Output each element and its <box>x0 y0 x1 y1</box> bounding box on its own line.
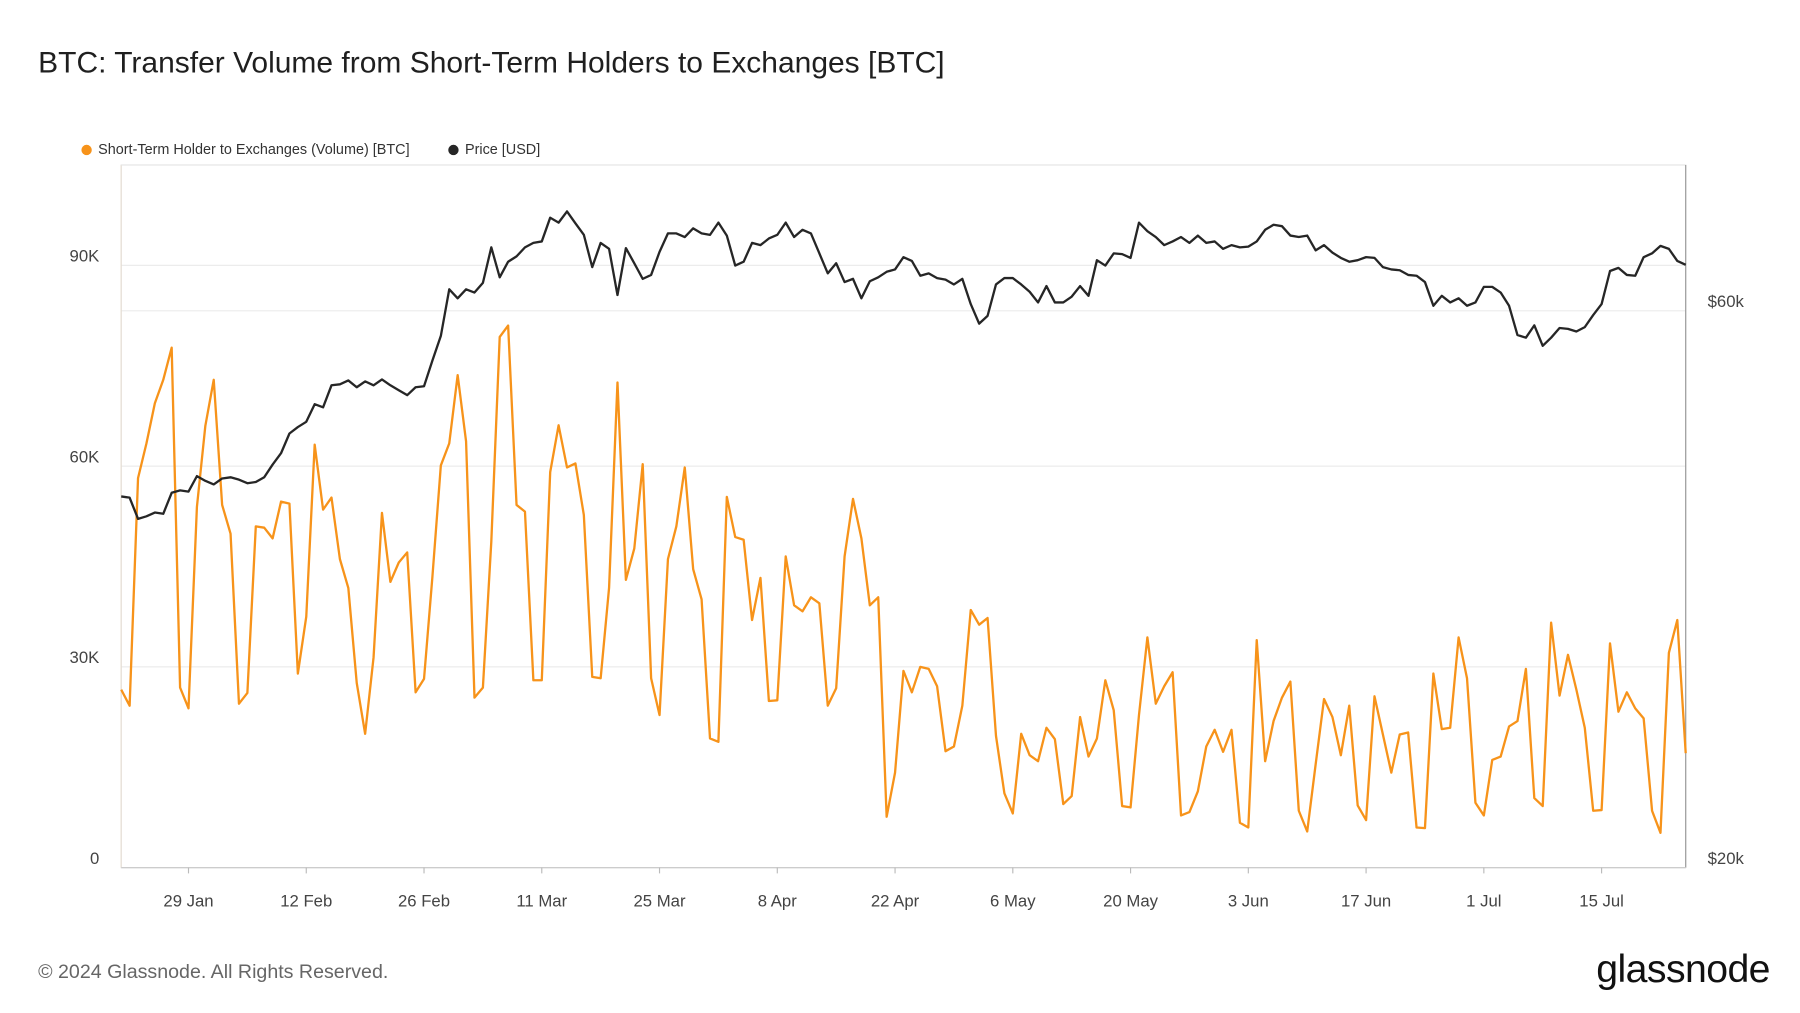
chart-title: BTC: Transfer Volume from Short-Term Hol… <box>38 47 945 80</box>
y-tick-label: 90K <box>70 247 100 266</box>
legend-label: Short-Term Holder to Exchanges (Volume) … <box>98 142 409 158</box>
series-line <box>120 324 1687 834</box>
y2-tick-label: $20k <box>1708 849 1745 868</box>
x-tick-label: 1 Jul <box>1466 892 1501 911</box>
legend-label: Price [USD] <box>465 142 540 158</box>
x-tick-label: 26 Feb <box>398 892 450 911</box>
x-tick-label: 15 Jul <box>1579 892 1624 911</box>
grid <box>120 164 1686 869</box>
x-tick-label: 22 Apr <box>871 892 920 911</box>
x-tick-label: 8 Apr <box>758 892 797 911</box>
x-tick-label: 20 May <box>1103 892 1158 911</box>
x-tick-label: 3 Jun <box>1228 892 1269 911</box>
x-tick-label: 12 Feb <box>280 892 332 911</box>
x-tick-label: 29 Jan <box>163 892 213 911</box>
x-tick-label: 25 Mar <box>634 892 686 911</box>
y-tick-label: 60K <box>70 447 100 466</box>
copyright: © 2024 Glassnode. All Rights Reserved. <box>38 961 388 983</box>
brand-logo: glassnode <box>1596 947 1770 991</box>
series-line <box>121 210 1687 520</box>
x-tick-label: 17 Jun <box>1341 892 1391 911</box>
legend-marker <box>448 144 459 156</box>
plot-frame <box>120 164 1687 869</box>
legend-marker <box>81 144 92 156</box>
x-tick-label: 6 May <box>990 892 1036 911</box>
y2-tick-label: $60k <box>1708 292 1745 311</box>
lines <box>120 210 1687 834</box>
y-tick-label: 30K <box>70 648 100 667</box>
x-tick-label: 11 Mar <box>516 892 567 911</box>
labels: 0 30K 60K 90K $20k $60k 29 Jan 12 Feb 26 Feb 11 M… <box>70 142 1745 911</box>
y-tick-label: 0 <box>90 849 99 868</box>
